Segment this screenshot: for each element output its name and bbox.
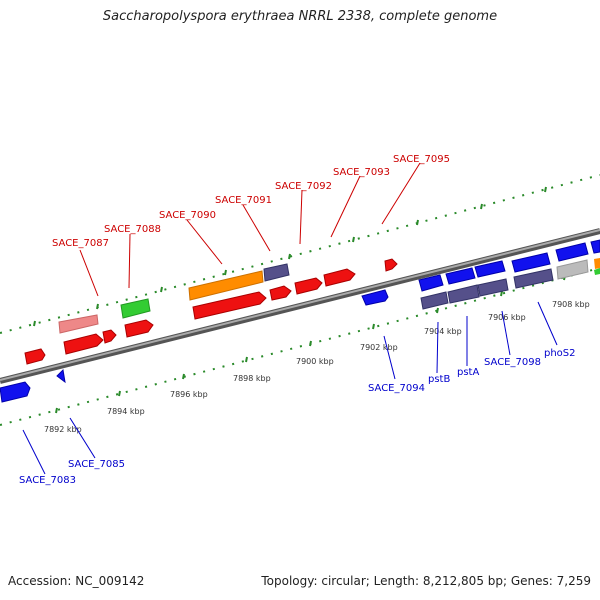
gene-slate-4[interactable]	[477, 278, 509, 297]
gene-orange[interactable]	[188, 270, 264, 301]
scale-label: 7900 kbp	[296, 357, 334, 366]
gene-blue-5[interactable]	[445, 267, 476, 285]
scale-label: 7906 kbp	[488, 313, 526, 322]
gene-label[interactable]: pstB	[428, 374, 450, 385]
gene-red-5[interactable]	[192, 291, 267, 320]
gene-red-6[interactable]	[269, 285, 292, 301]
scale-label: 7896 kbp	[170, 390, 208, 399]
gene-red-2[interactable]	[63, 333, 104, 355]
gene-green[interactable]	[120, 298, 151, 319]
scale-labels: 7892 kbp 7894 kbp 7896 kbp 7898 kbp 7900…	[44, 300, 590, 434]
scale-label: 7892 kbp	[44, 425, 82, 434]
gene-green-small[interactable]	[594, 268, 600, 275]
gene-blue-2[interactable]	[56, 368, 66, 384]
scale-label: 7902 kbp	[360, 343, 398, 352]
bottom-gene-labels: SACE_7083 SACE_7085 SACE_7094 pstB pstA …	[19, 348, 576, 486]
gene-slate-2[interactable]	[420, 291, 449, 310]
gene-label[interactable]: SACE_7090	[159, 210, 216, 221]
top-gene-labels: SACE_7087 SACE_7088 SACE_7090 SACE_7091 …	[52, 154, 450, 249]
gene-red-3[interactable]	[102, 329, 117, 344]
scale-label: 7904 kbp	[424, 327, 462, 336]
gene-blue-1[interactable]	[0, 381, 31, 403]
gene-red-1[interactable]	[24, 348, 46, 365]
gene-pink[interactable]	[58, 314, 99, 334]
gene-blue-6[interactable]	[474, 260, 506, 278]
gene-blue-8[interactable]	[555, 242, 589, 262]
outer-major-ticks	[33, 186, 547, 327]
gene-label[interactable]: SACE_7091	[215, 195, 272, 206]
gene-label[interactable]: SACE_7093	[333, 167, 390, 178]
inner-tick-ring	[0, 267, 600, 426]
scale-label: 7898 kbp	[233, 374, 271, 383]
reverse-strand-genes	[0, 239, 600, 403]
genome-backbone	[0, 228, 600, 384]
gene-label[interactable]: SACE_7087	[52, 238, 109, 249]
inner-major-ticks	[55, 274, 566, 414]
gene-label[interactable]: SACE_7083	[19, 475, 76, 486]
gene-red-8[interactable]	[323, 268, 356, 287]
gene-label[interactable]: SACE_7088	[104, 224, 161, 235]
scale-label: 7908 kbp	[552, 300, 590, 309]
gene-label[interactable]: phoS2	[544, 348, 576, 359]
gene-label[interactable]: SACE_7094	[368, 383, 425, 394]
gene-slate-5[interactable]	[513, 268, 554, 289]
scale-label: 7894 kbp	[107, 407, 145, 416]
accession-text: Accession: NC_009142	[8, 574, 145, 588]
gene-label[interactable]: SACE_7098	[484, 357, 541, 368]
gene-red-4[interactable]	[124, 319, 154, 338]
gene-orange-small[interactable]	[594, 258, 600, 269]
gene-red-7[interactable]	[294, 277, 323, 295]
forward-strand-genes	[24, 258, 600, 365]
gene-slate-3[interactable]	[447, 284, 480, 304]
gene-label[interactable]: SACE_7095	[393, 154, 450, 165]
map-title: Saccharopolyspora erythraea NRRL 2338, c…	[102, 9, 498, 24]
gene-label[interactable]: SACE_7092	[275, 181, 332, 192]
gene-blue-9[interactable]	[590, 239, 600, 254]
bottom-label-leaders	[22, 301, 558, 475]
gene-blue-3[interactable]	[361, 289, 389, 306]
gene-slate-1[interactable]	[263, 263, 290, 282]
gene-red-9[interactable]	[384, 258, 398, 272]
gene-blue-4[interactable]	[418, 274, 444, 292]
gene-label[interactable]: pstA	[457, 367, 479, 378]
gene-grey[interactable]	[556, 259, 589, 280]
summary-text: Topology: circular; Length: 8,212,805 bp…	[261, 574, 591, 588]
top-label-leaders	[79, 162, 421, 297]
gene-blue-7[interactable]	[511, 252, 551, 273]
outer-tick-ring	[0, 174, 600, 334]
gene-label[interactable]: SACE_7085	[68, 459, 125, 470]
